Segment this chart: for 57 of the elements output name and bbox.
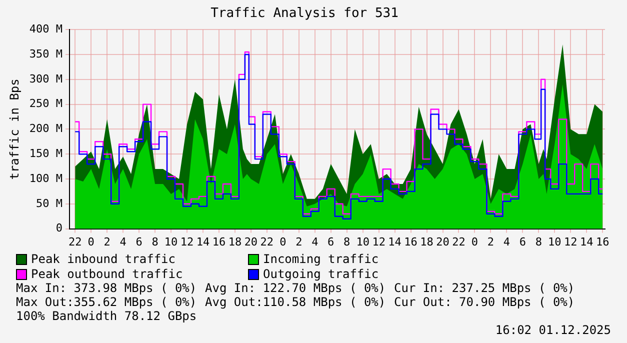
- x-tick-label: 8: [152, 235, 158, 248]
- legend-label: Peak inbound traffic: [31, 252, 176, 266]
- x-tick-label: 6: [519, 235, 526, 248]
- chart-title: Traffic Analysis for 531: [210, 6, 398, 22]
- text: Max Out:355.62 MBps ( 0%): [16, 295, 198, 309]
- x-tick-label: 12: [372, 235, 386, 248]
- x-tick-label: 2: [487, 235, 494, 248]
- x-tick-label: 8: [535, 235, 542, 248]
- legend-label: Incoming traffic: [263, 252, 379, 266]
- x-tick-label: 14: [196, 235, 210, 248]
- x-tick-label: 6: [328, 235, 334, 248]
- x-tick-label: 4: [120, 235, 127, 248]
- x-tick-label: 18: [228, 235, 242, 248]
- y-tick-label: 400 M: [29, 22, 63, 36]
- text: Avg In: 122.70 MBps ( 0%): [205, 281, 387, 295]
- y-axis-title: traffic in Bps: [7, 78, 22, 180]
- x-tick-label: 6: [136, 235, 142, 248]
- x-tick-label: 12: [564, 235, 578, 248]
- y-tick-label: 100 M: [29, 172, 63, 185]
- text: Cur In: 237.25 MBps ( 0%): [394, 281, 576, 295]
- x-tick-label: 10: [356, 235, 370, 248]
- x-tick-label: 22: [260, 235, 274, 248]
- x-tick-label: 4: [312, 235, 319, 248]
- x-tick-label: 20: [436, 235, 450, 248]
- x-tick-label: 0: [88, 235, 94, 248]
- x-tick-label: 22: [452, 235, 466, 248]
- y-tick-label: 300 M: [29, 72, 63, 86]
- x-tick-label: 20: [244, 235, 258, 248]
- x-tick-label: 14: [580, 235, 594, 248]
- x-tick-label: 16: [212, 235, 226, 248]
- x-tick-label: 2: [104, 235, 110, 248]
- y-tick-label: 350 M: [29, 47, 63, 60]
- text: Max In: 373.98 MBps ( 0%): [16, 281, 198, 295]
- text: 16:02 01.12.2025: [494, 323, 612, 337]
- x-tick-label: 22: [68, 235, 82, 248]
- x-tick-label: 0: [280, 235, 286, 248]
- x-tick-label: 0: [471, 235, 478, 248]
- y-tick-label: 200 M: [29, 122, 63, 136]
- x-tick-label: 16: [404, 235, 418, 248]
- x-tick-label: 8: [344, 235, 350, 248]
- x-tick-label: 14: [388, 235, 402, 248]
- y-tick-label: 150 M: [29, 146, 63, 160]
- x-tick-label: 18: [420, 235, 434, 248]
- y-tick-label: 50 M: [36, 196, 63, 210]
- legend-label: Peak outbound traffic: [31, 267, 183, 281]
- text: Avg Out:110.58 MBps ( 0%): [205, 295, 387, 309]
- x-tick-label: 16: [596, 235, 610, 248]
- x-tick-label: 2: [296, 235, 302, 248]
- legend-label: Outgoing traffic: [263, 267, 379, 281]
- x-tick-label: 12: [180, 235, 194, 248]
- y-tick-label: 250 M: [29, 97, 63, 110]
- x-tick-label: 10: [548, 235, 562, 248]
- x-tick-label: 4: [503, 235, 510, 248]
- text: Cur Out: 70.90 MBps ( 0%): [394, 295, 576, 309]
- text: 100% Bandwidth 78.12 GBps: [16, 309, 198, 323]
- x-tick-label: 10: [164, 235, 178, 248]
- y-tick-label: 0: [56, 222, 63, 235]
